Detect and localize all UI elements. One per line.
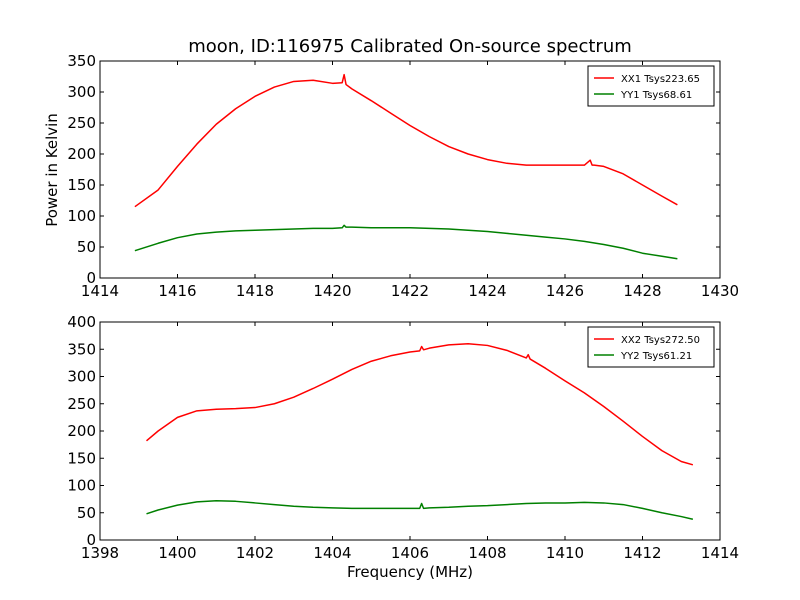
x-tick-label: 1408: [468, 544, 506, 562]
y-tick-label: 250: [67, 114, 96, 132]
x-tick-label: 1406: [391, 544, 429, 562]
x-tick-label: 1422: [391, 282, 429, 300]
x-tick-label: 1414: [701, 544, 739, 562]
y-tick-label: 50: [77, 238, 96, 256]
x-tick-label: 1428: [623, 282, 661, 300]
series-line-yy: [146, 500, 694, 521]
series-line-xx: [134, 73, 678, 208]
top-plot-panel: moon, ID:116975 Calibrated On-source spe…: [43, 36, 739, 300]
x-tick-label: 1418: [236, 282, 274, 300]
legend: XX1 Tsys223.65 YY1 Tsys68.61: [587, 65, 715, 107]
x-tick-label: 1430: [701, 282, 739, 300]
bottom-plot-content: 1398 1400 1402 1404 1406 1408 1410 1412 1414 0 50 1…: [67, 313, 739, 562]
x-axis-label: Frequency (MHz): [347, 563, 473, 581]
chart-title: moon, ID:116975 Calibrated On-source spe…: [188, 36, 632, 57]
x-tick-label: 1414: [81, 282, 119, 300]
y-tick-label: 50: [77, 504, 96, 522]
y-tick-label: 200: [67, 145, 96, 163]
y-tick-label: 350: [67, 52, 96, 70]
y-tick-label: 300: [67, 368, 96, 386]
legend-entry: YY2 Tsys61.21: [620, 351, 692, 362]
y-axis-label: Power in Kelvin: [43, 113, 61, 227]
series-line-xx: [146, 343, 694, 466]
y-tick-label: 200: [67, 422, 96, 440]
y-tick-label: 100: [67, 477, 96, 495]
y-tick-label: 100: [67, 207, 96, 225]
x-tick-label: 1400: [158, 544, 196, 562]
legend-entry: XX2 Tsys272.50: [621, 335, 700, 346]
x-tick-label: 1426: [546, 282, 584, 300]
bottom-plot-panel: Frequency (MHz) 1398 1400 1402 1404 1406 1408…: [67, 313, 739, 581]
y-tick-label: 0: [86, 531, 96, 549]
legend-entry: YY1 Tsys68.61: [620, 90, 692, 101]
series-line-yy: [134, 224, 678, 260]
x-tick-label: 1402: [236, 544, 274, 562]
y-tick-label: 300: [67, 83, 96, 101]
y-tick-label: 150: [67, 449, 96, 467]
x-tick-label: 1420: [313, 282, 351, 300]
x-tick-label: 1416: [158, 282, 196, 300]
y-tick-label: 150: [67, 176, 96, 194]
top-plot-content: 1414 1416 1418 1420 1422 1424 1426 1428 1430 0 50 1…: [67, 52, 739, 300]
legend-box: [587, 65, 715, 107]
legend-entry: XX1 Tsys223.65: [621, 74, 700, 85]
x-tick-label: 1410: [546, 544, 584, 562]
y-tick-label: 400: [67, 313, 96, 331]
legend-box: [587, 326, 715, 368]
y-tick-label: 0: [86, 269, 96, 287]
y-tick-label: 250: [67, 395, 96, 413]
x-tick-label: 1398: [81, 544, 119, 562]
x-tick-label: 1412: [623, 544, 661, 562]
x-tick-label: 1404: [313, 544, 351, 562]
legend: XX2 Tsys272.50 YY2 Tsys61.21: [587, 326, 715, 368]
x-tick-label: 1424: [468, 282, 506, 300]
y-tick-label: 350: [67, 340, 96, 358]
